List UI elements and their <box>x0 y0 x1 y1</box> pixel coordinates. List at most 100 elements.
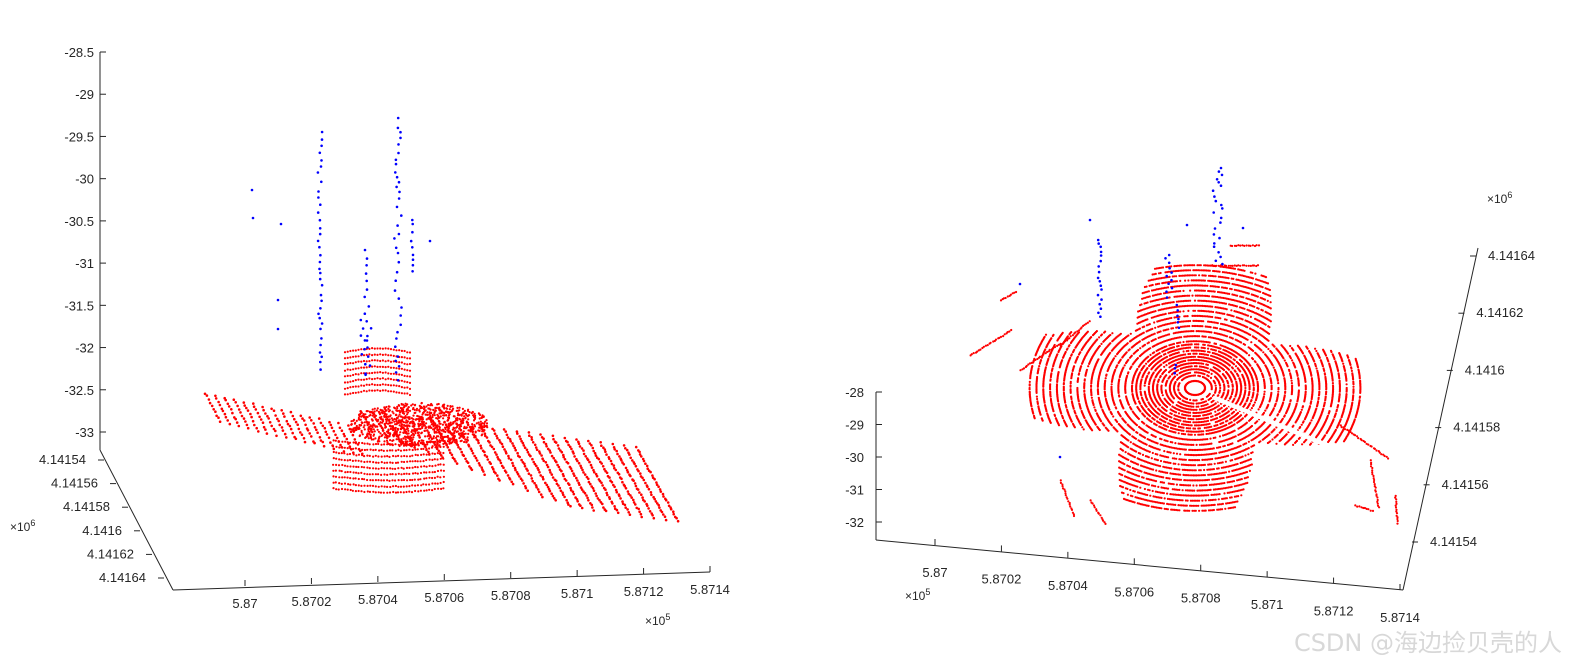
ground-point <box>621 480 624 484</box>
ground-point <box>575 498 579 501</box>
ground-point <box>1192 352 1195 355</box>
ground-point <box>1230 412 1233 415</box>
ground-point <box>1198 421 1201 424</box>
ground-point <box>1148 371 1151 374</box>
ground-point <box>464 438 467 441</box>
ground-point <box>1229 408 1233 411</box>
ground-point <box>1197 418 1200 421</box>
ground-point <box>385 439 389 442</box>
ground-point <box>371 371 374 375</box>
ground-point <box>423 445 426 448</box>
ground-point <box>490 445 494 449</box>
ground-point <box>343 446 346 449</box>
ground-point <box>1223 385 1226 388</box>
ground-point <box>381 383 384 386</box>
ground-point <box>1200 340 1203 343</box>
ground-point <box>1127 358 1130 361</box>
ground-point <box>1264 409 1267 412</box>
ground-point <box>379 365 382 368</box>
ground-point <box>389 461 392 464</box>
ground-point <box>343 459 346 462</box>
ground-point <box>368 383 371 386</box>
ground-point <box>425 422 428 425</box>
ground-point <box>423 471 426 474</box>
object-point <box>411 246 414 249</box>
ground-point <box>343 482 347 485</box>
ground-point <box>297 427 301 431</box>
ground-point <box>1187 424 1190 427</box>
ground-point <box>363 455 366 458</box>
ground-point <box>1178 447 1181 450</box>
ground-point <box>1242 443 1245 446</box>
ground-point <box>408 448 411 451</box>
ground-point <box>498 438 501 442</box>
ground-point <box>1185 423 1188 426</box>
object-point <box>411 253 415 257</box>
ground-point <box>388 455 391 458</box>
ground-point <box>579 486 583 489</box>
ground-point <box>1190 443 1193 446</box>
ground-point <box>399 419 402 422</box>
object-point <box>363 347 366 351</box>
ground-point <box>1235 356 1238 359</box>
ground-point <box>1251 358 1255 361</box>
object-point <box>359 334 363 337</box>
ground-point <box>411 432 414 435</box>
ground-point <box>226 402 230 406</box>
ground-point <box>404 421 407 424</box>
ground-point <box>382 491 385 494</box>
ground-point <box>412 406 415 410</box>
ground-point <box>482 415 485 418</box>
ground-point <box>403 429 406 432</box>
ground-point <box>594 454 598 457</box>
ground-point <box>372 443 375 446</box>
ground-point <box>1202 423 1205 426</box>
ground-point <box>1222 368 1226 372</box>
ground-point <box>472 414 475 417</box>
ground-point <box>388 443 391 446</box>
ground-point <box>472 419 476 422</box>
ground-point <box>1250 341 1253 344</box>
ground-point <box>527 431 531 434</box>
ground-point <box>657 485 660 489</box>
ground-point <box>437 435 440 438</box>
left-y-tick-label: 4.14154 <box>39 452 86 467</box>
ground-point <box>392 360 395 363</box>
ground-point <box>1191 448 1194 452</box>
ground-point <box>414 472 417 475</box>
ground-point <box>417 434 420 437</box>
ground-point <box>1189 427 1192 430</box>
ground-point <box>1193 371 1197 374</box>
ground-point <box>440 487 443 490</box>
ground-point <box>394 491 398 494</box>
ground-point <box>421 421 424 425</box>
ground-point <box>379 389 382 392</box>
ground-point <box>352 453 355 456</box>
ground-point <box>545 483 549 487</box>
ground-point <box>1214 384 1217 387</box>
ground-point <box>407 409 410 412</box>
ground-point <box>570 469 574 473</box>
ground-point <box>388 491 392 494</box>
ground-point <box>446 436 449 439</box>
ground-point <box>461 407 464 410</box>
ground-point <box>387 429 390 432</box>
ground-point <box>612 446 616 449</box>
ground-point <box>1214 349 1217 352</box>
ground-point <box>1185 430 1188 433</box>
ground-point <box>1125 395 1128 398</box>
ground-point <box>1195 371 1198 374</box>
ground-point <box>1124 410 1127 413</box>
ground-point <box>633 462 636 466</box>
ground-point <box>1184 325 1187 328</box>
ground-point <box>1202 346 1205 349</box>
ground-point <box>1195 330 1198 333</box>
object-point <box>320 355 324 359</box>
ground-point <box>335 463 338 466</box>
ground-point <box>1145 424 1148 427</box>
ground-point <box>445 410 448 413</box>
ground-point <box>409 478 412 482</box>
ground-point <box>1208 442 1211 445</box>
ground-point <box>385 435 388 438</box>
ground-point <box>382 449 385 452</box>
